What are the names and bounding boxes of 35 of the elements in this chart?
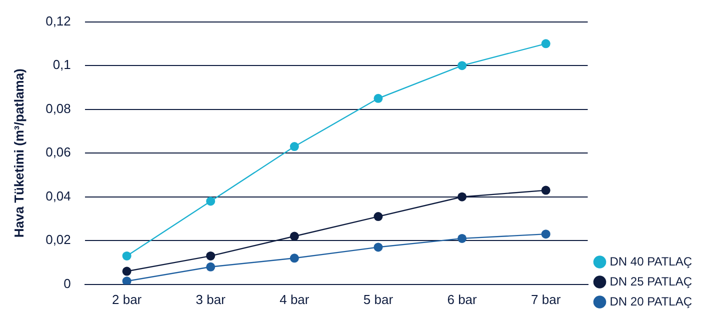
legend-label: DN 25 PATLAÇ [610,274,692,288]
y-tick-label: 0,1 [52,57,71,72]
x-tick-label: 6 bar [447,292,478,307]
x-tick-label: 2 bar [112,292,142,307]
point [458,192,467,202]
x-tick-label: 4 bar [280,292,310,307]
point [290,142,299,152]
point [122,266,132,276]
point [541,230,550,239]
point [290,254,299,263]
y-tick-label: 0,04 [46,188,71,204]
point [458,234,467,243]
point [458,61,467,70]
y-tick-label: 0,06 [46,144,71,160]
y-tick-label: 0,02 [46,232,71,248]
x-tick-label: 5 bar [363,292,394,307]
x-tick-label: 7 bar [531,292,562,307]
point [122,251,132,260]
point [290,232,299,241]
point [206,262,216,272]
point [374,94,383,103]
y-tick-label: 0 [64,276,71,291]
x-tick-label: 3 bar [196,292,226,307]
point [206,196,216,206]
legend-label: DN 20 PATLAÇ [610,294,692,308]
point [374,242,383,252]
point [374,212,383,222]
point [541,39,550,48]
legend-label: DN 40 PATLAÇ [610,254,692,268]
point [541,186,550,195]
y-tick-label: 0,08 [46,100,71,116]
point [206,251,216,260]
y-tick-label: 0,12 [46,13,71,28]
y-axis-title: Hava Tüketimi (m³/patlama) [11,68,26,238]
point [122,276,132,284]
